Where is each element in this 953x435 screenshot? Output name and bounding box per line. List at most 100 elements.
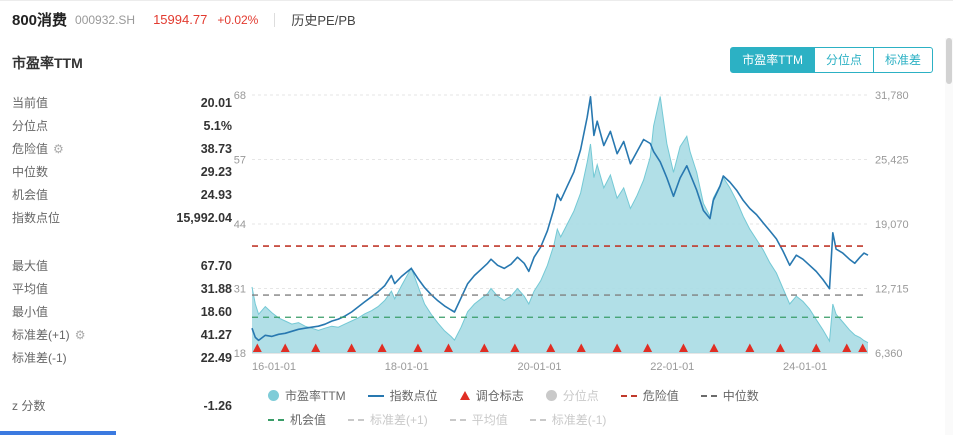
stat-row: 中位数 29.23 (12, 160, 232, 183)
stat-label: 机会值 (12, 188, 49, 202)
stat-row: 最小值 18.60 (12, 300, 232, 323)
stat-value: 18.60 (200, 304, 232, 319)
line-marker-icon (367, 394, 384, 397)
stat-label: z 分数 (12, 399, 46, 413)
legend-label: 标准差(+1) (370, 413, 428, 427)
legend-item-中位数[interactable]: 中位数 (700, 387, 759, 404)
stat-group: 最大值 67.70 平均值 31.88 最小值 18.60 标准差(+1) ⚙ 41.27 标准差… (12, 254, 232, 369)
tab-分位点[interactable]: 分位点 (813, 47, 874, 73)
circle-marker-icon (545, 390, 557, 401)
stat-value: 20.01 (200, 95, 232, 110)
legend-label: 市盈率TTM (285, 389, 346, 403)
panel-title: 市盈率TTM (12, 55, 83, 71)
stat-label: 标准差(+1) (12, 328, 70, 342)
legend-item-指数点位[interactable]: 指数点位 (367, 387, 438, 404)
circle-marker-icon (268, 390, 279, 401)
svg-text:24-01-01: 24-01-01 (783, 361, 827, 373)
legend-label: 机会值 (290, 413, 327, 427)
legend-item-市盈率TTM[interactable]: 市盈率TTM (268, 387, 346, 404)
stat-row: 当前值 20.01 (12, 91, 232, 114)
pe-area-series (251, 96, 869, 353)
stat-group: z 分数 -1.26 (12, 394, 232, 417)
svg-text:19,070: 19,070 (875, 219, 909, 231)
stat-label: 指数点位 (12, 211, 61, 225)
legend-row: 机会值 标准差(+1) 平均值 标准差(-1) (240, 411, 904, 428)
stat-row: 平均值 31.88 (12, 277, 232, 300)
legend-item-调仓标志[interactable]: 调仓标志 (459, 387, 524, 404)
legend-label: 中位数 (722, 389, 759, 403)
stat-label: 危险值 (12, 142, 49, 156)
legend-item-分位点[interactable]: 分位点 (545, 387, 599, 404)
legend-item-标准差(-1)[interactable]: 标准差(-1) (529, 411, 607, 428)
legend-row: 市盈率TTM 指数点位 调仓标志 分位点 危险值 中位数 (240, 387, 904, 404)
svg-text:22-01-01: 22-01-01 (650, 361, 694, 373)
stat-row: 分位点 5.1% (12, 114, 232, 137)
stat-value: 5.1% (203, 118, 233, 133)
axis-labels: 18 6,360 31 12,715 44 19,070 57 25,425 68 31,780 1… (234, 90, 909, 373)
header-divider (274, 12, 276, 27)
svg-text:16-01-01: 16-01-01 (252, 361, 296, 373)
svg-text:31: 31 (234, 284, 246, 296)
legend-label: 分位点 (562, 389, 599, 403)
dashed-marker-icon (348, 418, 365, 421)
legend-label: 调仓标志 (475, 389, 524, 403)
stat-label: 分位点 (12, 119, 49, 133)
stat-row: 标准差(-1) 22.49 (12, 346, 232, 369)
stat-row: 指数点位 15,992.04 (12, 206, 232, 229)
stat-label: 最大值 (12, 259, 49, 273)
stat-value: 15,992.04 (176, 210, 232, 225)
dashed-marker-icon (268, 418, 284, 421)
chart-legend: 市盈率TTM 指数点位 调仓标志 分位点 危险值 中位数机会值 标准差(+1) 平均值 标准差(… (240, 387, 904, 435)
svg-text:6,360: 6,360 (875, 348, 903, 360)
svg-text:18: 18 (234, 348, 246, 360)
stat-value: 41.27 (200, 327, 232, 342)
stat-row: 最大值 67.70 (12, 254, 232, 277)
scrollbar-track[interactable] (945, 38, 953, 435)
stats-panel: 当前值 20.01 分位点 5.1% 危险值 ⚙ 38.73 中位数 29.23 机会值 24.93… (12, 91, 232, 435)
dashed-marker-icon (700, 394, 717, 397)
stat-value: -1.26 (203, 398, 233, 413)
stat-row: 机会值 24.93 (12, 183, 232, 206)
legend-item-标准差(+1)[interactable]: 标准差(+1) (348, 411, 428, 428)
index-line-series (251, 96, 869, 342)
svg-text:20-01-01: 20-01-01 (518, 361, 562, 373)
svg-text:25,425: 25,425 (875, 155, 909, 167)
stat-label: 当前值 (12, 96, 49, 110)
triangle-marker-icon (459, 391, 470, 400)
svg-text:57: 57 (234, 155, 246, 167)
tab-标准差[interactable]: 标准差 (872, 47, 933, 73)
dashed-marker-icon (529, 418, 546, 421)
legend-item-机会值[interactable]: 机会值 (268, 411, 326, 428)
svg-text:31,780: 31,780 (875, 90, 909, 102)
stat-value: 22.49 (200, 350, 232, 365)
index-change: +0.02% (217, 12, 259, 27)
stat-value: 67.70 (200, 258, 232, 273)
dashed-marker-icon (449, 418, 466, 421)
gear-icon[interactable]: ⚙ (53, 141, 64, 156)
metric-tab-group: 市盈率TTM 分位点 标准差 (730, 47, 933, 73)
legend-label: 平均值 (471, 413, 508, 427)
scrollbar-thumb[interactable] (946, 38, 952, 84)
stat-value: 24.93 (200, 187, 232, 202)
stat-label: 标准差(-1) (12, 351, 67, 365)
svg-text:12,715: 12,715 (875, 284, 909, 296)
index-title: 800消费 (12, 12, 68, 29)
stat-label: 中位数 (12, 165, 49, 179)
legend-item-平均值[interactable]: 平均值 (449, 411, 508, 428)
stat-row: 标准差(+1) ⚙ 41.27 (12, 323, 232, 346)
tab-市盈率TTM[interactable]: 市盈率TTM (730, 47, 815, 73)
legend-label: 标准差(-1) (551, 413, 607, 427)
svg-text:68: 68 (234, 90, 246, 102)
svg-text:18-01-01: 18-01-01 (385, 361, 429, 373)
pe-history-chart[interactable]: 18 6,360 31 12,715 44 19,070 57 25,425 68 31,780 1… (228, 85, 940, 381)
stat-value: 31.88 (200, 281, 232, 296)
gear-icon[interactable]: ⚙ (74, 327, 86, 342)
legend-item-危险值[interactable]: 危险值 (620, 387, 679, 404)
stat-row: 危险值 ⚙ 38.73 (12, 137, 232, 160)
legend-label: 指数点位 (389, 389, 438, 403)
nav-history-pe-pb[interactable]: 历史PE/PB (291, 13, 356, 28)
stat-group: 当前值 20.01 分位点 5.1% 危险值 ⚙ 38.73 中位数 29.23 机会值 24.93… (12, 91, 232, 229)
header: 800消费 000932.SH 15994.77 +0.02% 历史PE/PB (0, 1, 953, 38)
rebalance-markers (252, 343, 868, 352)
